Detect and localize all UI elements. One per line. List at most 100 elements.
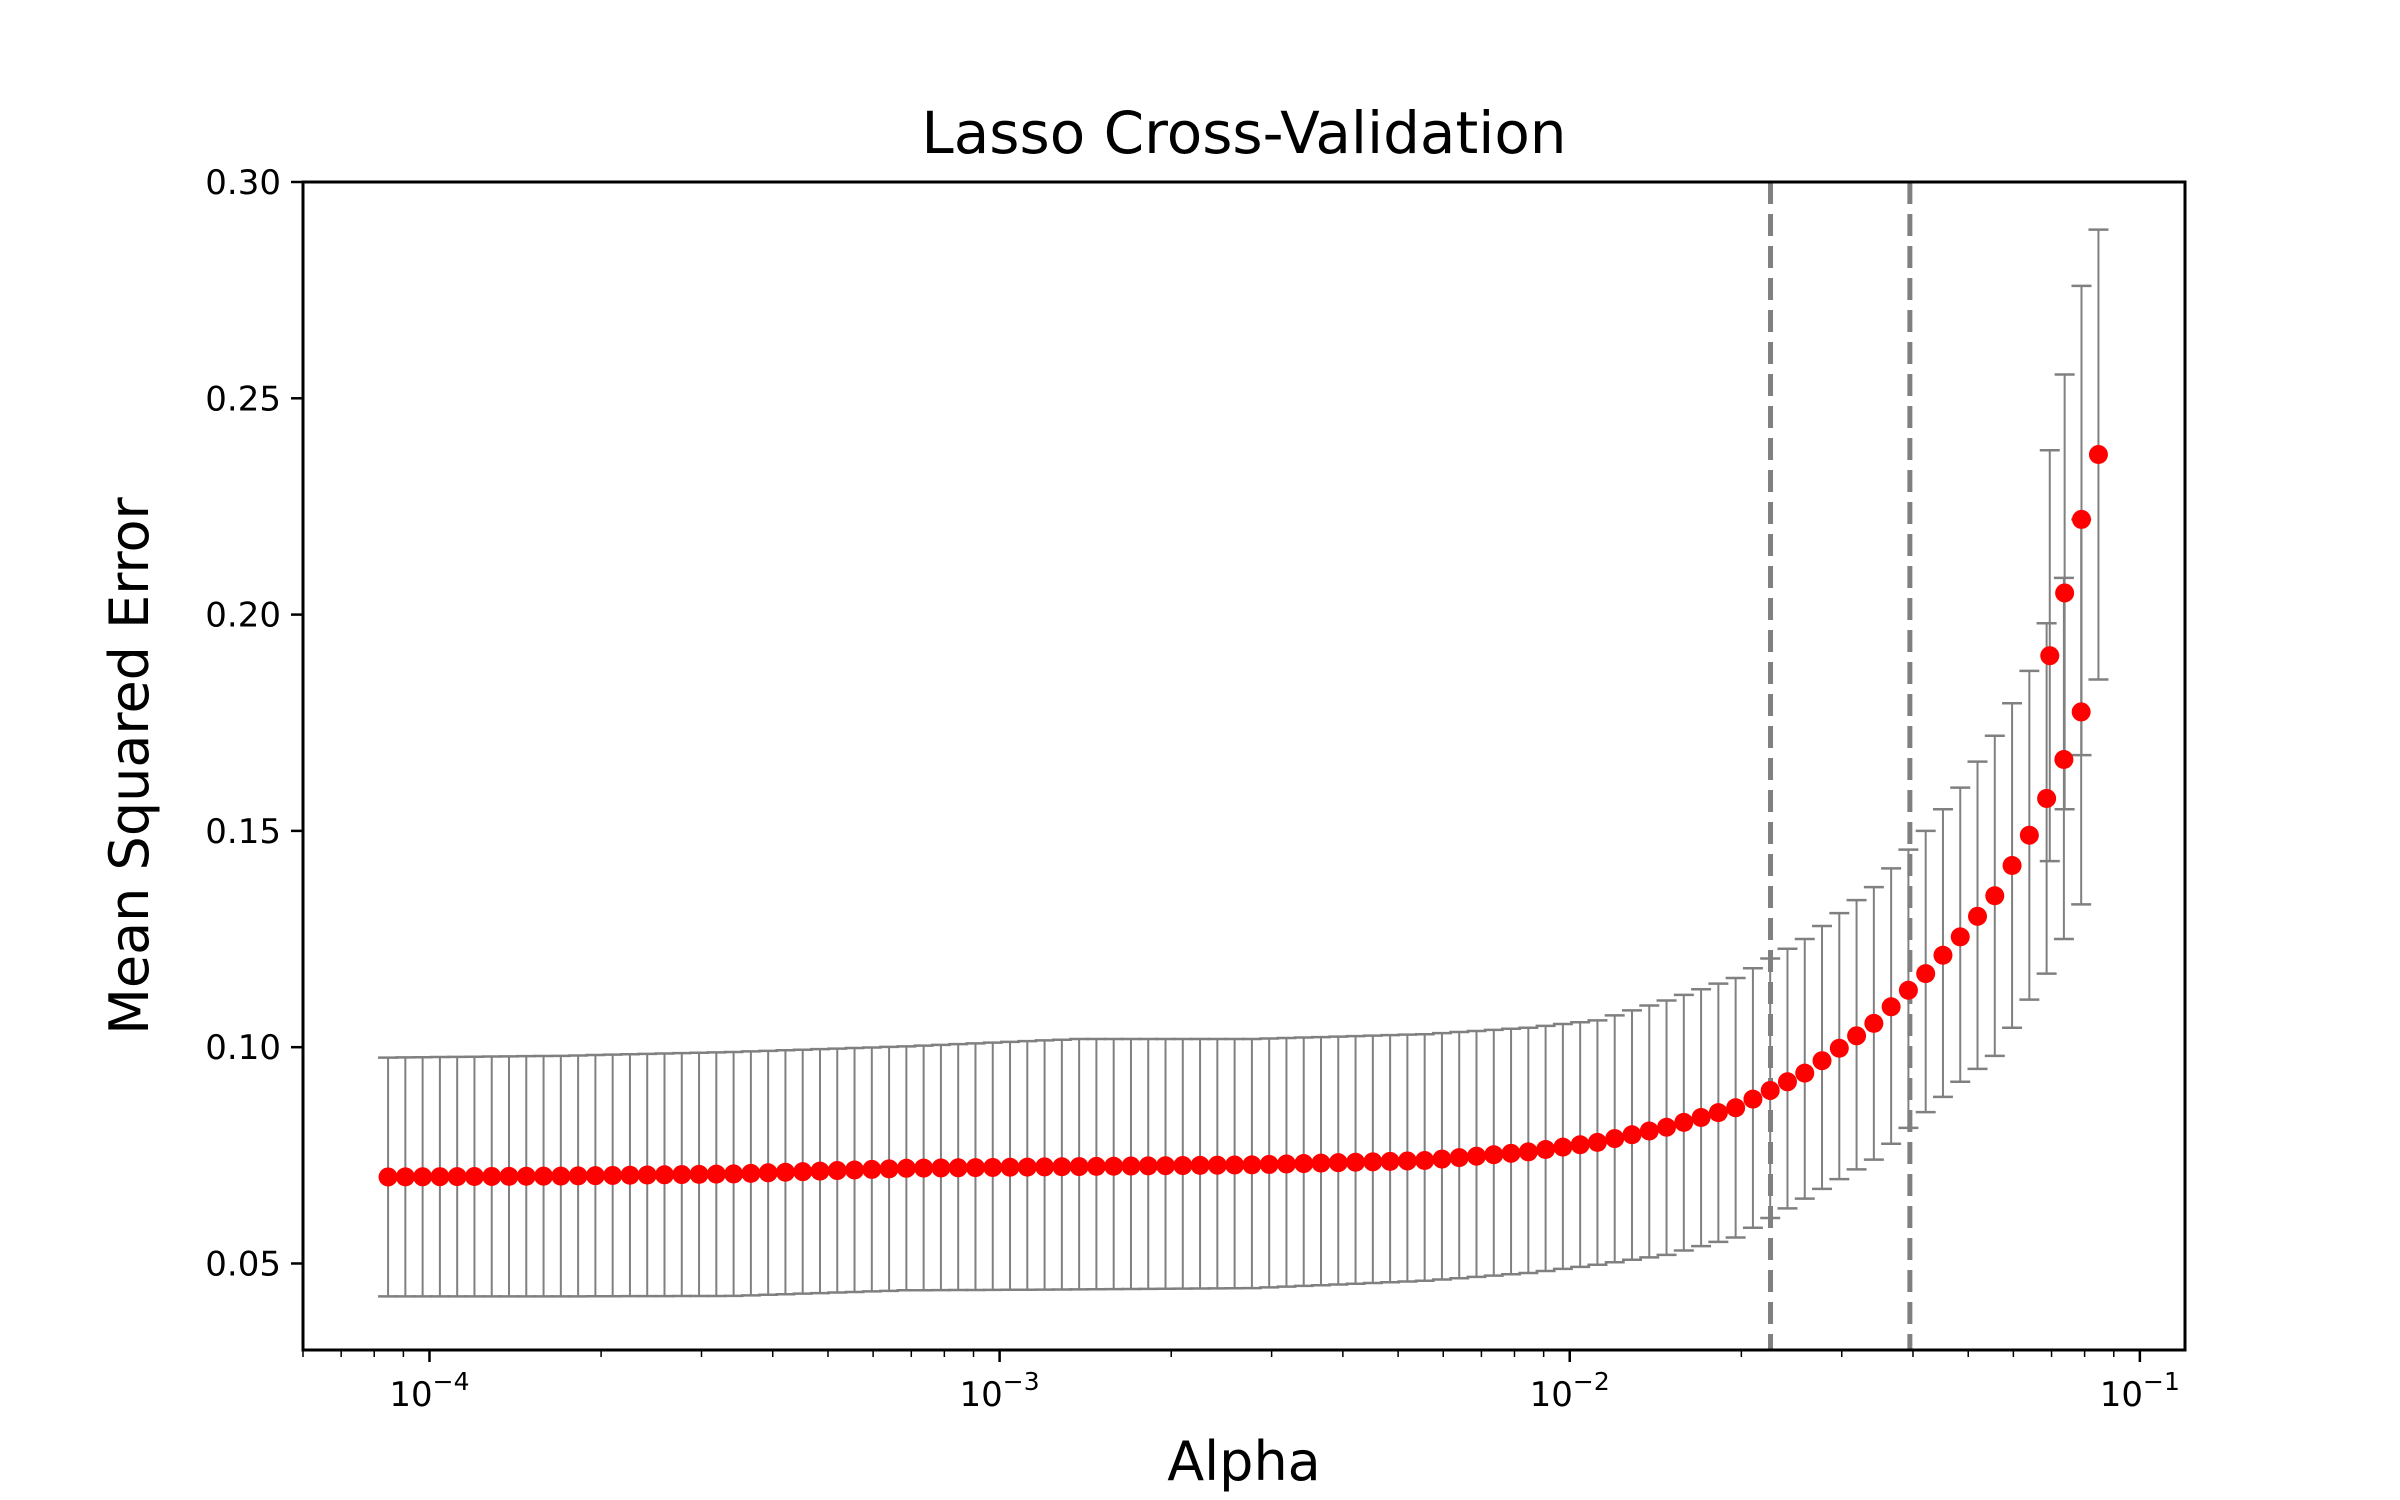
data-point: [1190, 1155, 1210, 1175]
data-point: [1276, 1154, 1296, 1174]
data-point: [585, 1166, 605, 1186]
x-tick-label: 10−1: [2100, 1367, 2180, 1415]
data-point: [827, 1161, 847, 1181]
data-point: [1795, 1063, 1815, 1083]
data-point: [1346, 1152, 1366, 1172]
data-point: [378, 1167, 398, 1187]
data-point: [775, 1162, 795, 1182]
y-tick-label: 0.05: [205, 1244, 281, 1284]
data-point: [1397, 1151, 1417, 1171]
data-point: [1173, 1156, 1193, 1176]
data-point: [1156, 1156, 1176, 1176]
data-point: [568, 1166, 588, 1186]
data-point: [2002, 855, 2022, 875]
data-point: [1069, 1157, 1089, 1177]
plot-area: [378, 182, 2109, 1350]
data-point: [845, 1160, 865, 1180]
data-point: [1104, 1156, 1124, 1176]
data-point: [2088, 445, 2108, 465]
data-point: [516, 1166, 536, 1186]
data-point: [1708, 1103, 1728, 1123]
data-point: [1449, 1148, 1469, 1168]
data-point: [862, 1159, 882, 1179]
data-point: [1259, 1154, 1279, 1174]
x-tick-label: 10−2: [1530, 1367, 1610, 1415]
data-point: [603, 1165, 623, 1185]
data-point: [793, 1162, 813, 1182]
y-tick-label: 0.10: [205, 1028, 281, 1068]
data-point: [464, 1167, 484, 1187]
data-point: [672, 1165, 692, 1185]
data-point: [1916, 964, 1936, 984]
data-point: [1242, 1155, 1262, 1175]
data-point: [1985, 886, 2005, 906]
data-point: [1017, 1157, 1037, 1177]
data-point: [637, 1165, 657, 1185]
data-point: [430, 1167, 450, 1187]
data-point: [1622, 1125, 1642, 1145]
data-point: [2019, 825, 2039, 845]
data-point: [551, 1166, 571, 1186]
y-axis-label: Mean Squared Error: [98, 496, 161, 1034]
data-point: [689, 1164, 709, 1184]
data-point: [395, 1167, 415, 1187]
data-point: [983, 1157, 1003, 1177]
data-point: [724, 1164, 744, 1184]
data-point: [1881, 997, 1901, 1017]
data-point: [896, 1158, 916, 1178]
data-point: [706, 1164, 726, 1184]
data-point: [2040, 646, 2060, 666]
data-point: [1501, 1143, 1521, 1163]
data-point: [1518, 1142, 1538, 1162]
data-point: [654, 1165, 674, 1185]
y-axis: 0.05 0.10 0.15 0.20 0.25 0.30: [205, 163, 303, 1284]
data-point: [1138, 1156, 1158, 1176]
data-point: [534, 1166, 554, 1186]
data-point: [1933, 945, 1953, 965]
data-point: [879, 1159, 899, 1179]
x-axis-label: Alpha: [1167, 1430, 1321, 1493]
data-point: [2071, 702, 2091, 722]
data-point: [2037, 788, 2057, 808]
data-point: [447, 1167, 467, 1187]
x-axis: 10−4 10−3 10−2 10−1: [302, 1350, 2180, 1415]
data-point: [1328, 1153, 1348, 1173]
data-point: [1950, 927, 1970, 947]
x-tick-label: 10−3: [960, 1367, 1040, 1415]
data-point: [1674, 1112, 1694, 1132]
data-point: [1432, 1149, 1452, 1169]
data-point: [1294, 1154, 1314, 1174]
data-point: [1587, 1132, 1607, 1152]
data-point: [1380, 1151, 1400, 1171]
data-point: [1777, 1072, 1797, 1092]
data-point: [1726, 1098, 1746, 1118]
data-point: [1363, 1152, 1383, 1172]
y-tick-label: 0.25: [205, 379, 281, 419]
data-point: [1639, 1121, 1659, 1141]
data-point: [965, 1158, 985, 1178]
y-tick-label: 0.30: [205, 163, 281, 203]
data-point: [948, 1158, 968, 1178]
y-tick-label: 0.20: [205, 596, 281, 636]
data-point: [931, 1158, 951, 1178]
data-point: [1000, 1157, 1020, 1177]
data-point: [758, 1163, 778, 1183]
data-point: [499, 1166, 519, 1186]
data-point: [1847, 1026, 1867, 1046]
data-point: [1052, 1157, 1072, 1177]
data-point: [1466, 1146, 1486, 1166]
data-point: [2071, 509, 2091, 529]
data-point: [1898, 980, 1918, 1000]
data-point: [1035, 1157, 1055, 1177]
data-point: [810, 1161, 830, 1181]
chart-title: Lasso Cross-Validation: [921, 99, 1566, 167]
x-tick-label: 10−4: [389, 1367, 469, 1415]
data-point: [1311, 1153, 1331, 1173]
data-point: [1553, 1137, 1573, 1157]
data-point: [1086, 1156, 1106, 1176]
data-point: [1225, 1155, 1245, 1175]
data-point: [1121, 1156, 1141, 1176]
data-point: [1760, 1080, 1780, 1100]
data-point: [1743, 1089, 1763, 1109]
data-point: [1415, 1151, 1435, 1171]
